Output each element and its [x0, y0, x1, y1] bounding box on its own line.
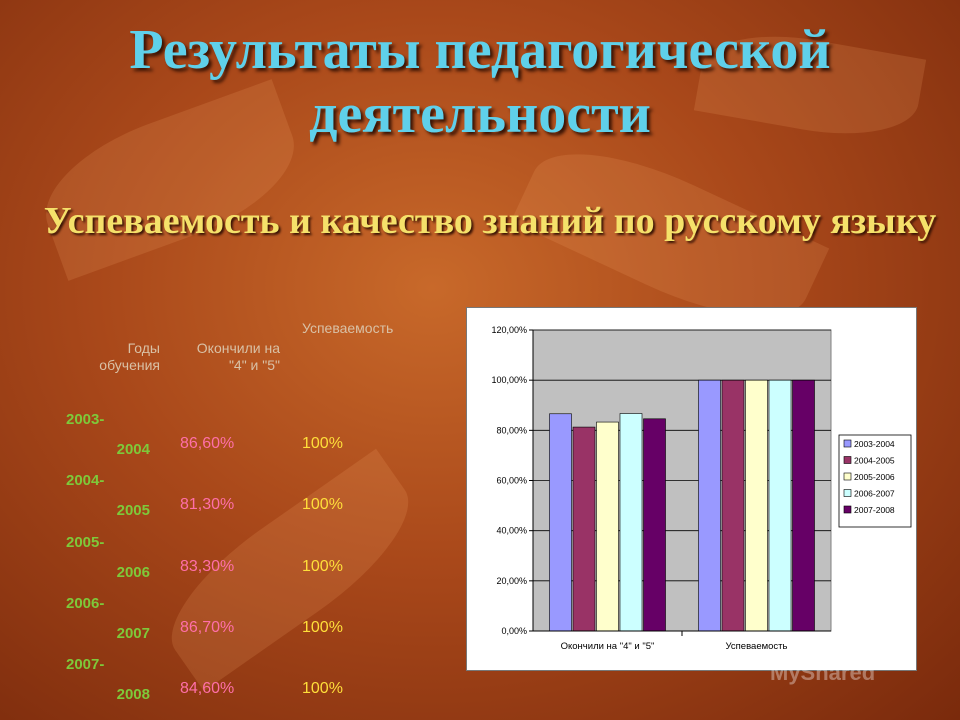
page-subtitle: Успеваемость и качество знаний по русско… — [43, 200, 937, 242]
table-cell-success: 100% — [302, 496, 343, 513]
table-cell-quality: 86,70% — [180, 619, 235, 636]
page-title: Результаты педагогической деятельности — [129, 19, 831, 145]
table-cell-year: 2003- 2004 — [66, 405, 150, 465]
year-start: 2004- — [66, 472, 105, 489]
table-cell-success: 100% — [302, 558, 343, 575]
legend-label: 2004-2005 — [854, 456, 895, 466]
y-tick-label: 80,00% — [496, 425, 527, 435]
table-cell-success: 100% — [302, 619, 343, 636]
x-tick-label: Успеваемость — [726, 641, 788, 652]
legend-label: 2003-2004 — [854, 439, 895, 449]
y-tick-label: 100,00% — [491, 375, 527, 385]
legend-swatch — [843, 439, 852, 448]
y-tick-label: 40,00% — [496, 526, 527, 536]
table-cell-success: 100% — [302, 435, 343, 452]
legend-label: 2005-2006 — [854, 472, 895, 482]
legend-swatch — [843, 505, 852, 514]
year-start: 2005- — [66, 534, 105, 551]
header-quality: Окончили на "4" и "5" — [196, 340, 280, 373]
year-start: 2003- — [66, 411, 105, 428]
bar — [596, 421, 619, 632]
legend-swatch — [843, 472, 852, 481]
y-tick-label: 20,00% — [496, 576, 527, 586]
y-tick-label: 120,00% — [491, 325, 527, 335]
legend-label: 2006-2007 — [854, 489, 895, 499]
bar — [619, 413, 643, 632]
bar — [792, 379, 815, 632]
bar — [698, 379, 721, 632]
table-cell-year: 2006- 2007 — [66, 589, 150, 649]
year-start: 2007- — [66, 656, 105, 673]
year-end: 2005 — [116, 502, 150, 519]
y-tick-label: 0,00% — [501, 626, 527, 636]
bar-chart: 0,00% 20,00% 40,00% 60,00% 80,00% 100,00% 120,… — [466, 307, 917, 671]
table-cell-quality: 83,30% — [180, 558, 235, 575]
table-cell-success: 100% — [302, 680, 343, 697]
header-years: Годы обучения — [99, 340, 160, 373]
header-success: Успеваемость — [302, 320, 394, 336]
legend-swatch — [843, 489, 852, 497]
table-cell-year: 2007- 2008 — [66, 650, 150, 710]
year-end: 2004 — [116, 441, 150, 458]
legend-swatch — [843, 456, 852, 464]
bar — [643, 418, 666, 632]
table-cell-quality: 81,30% — [180, 496, 235, 513]
table-cell-quality: 84,60% — [180, 680, 235, 697]
bar — [721, 379, 745, 632]
bar — [572, 426, 596, 632]
bar — [549, 413, 572, 632]
table-cell-year: 2005- 2006 — [66, 528, 150, 588]
bar — [745, 379, 768, 632]
table-cell-quality: 86,60% — [180, 435, 235, 452]
year-end: 2008 — [116, 686, 150, 703]
y-tick-label: 60,00% — [496, 476, 527, 486]
table-cell-year: 2004- 2005 — [66, 466, 150, 526]
watermark: MyShared — [770, 660, 876, 685]
x-tick-label: Окончили на "4" и "5" — [561, 641, 655, 652]
legend-label: 2007-2008 — [854, 505, 895, 515]
bar — [768, 379, 792, 632]
year-start: 2006- — [66, 595, 105, 612]
year-end: 2006 — [116, 564, 150, 581]
year-end: 2007 — [116, 625, 150, 642]
